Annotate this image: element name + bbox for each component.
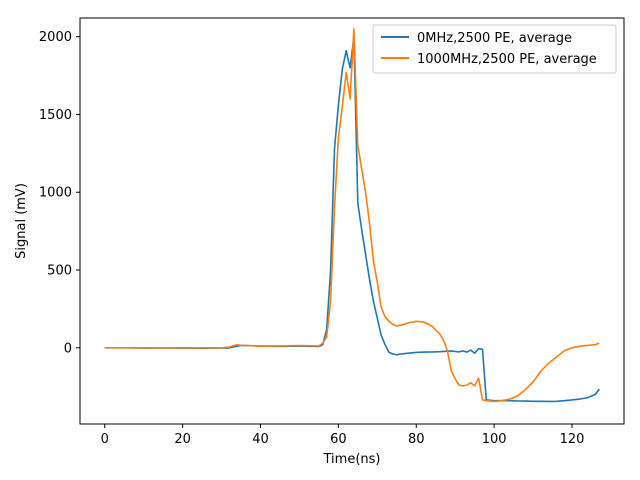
x-axis: 0 20 40 60 80 100 120: [101, 424, 585, 447]
x-tick-label: 120: [560, 432, 585, 447]
plot-area: 0 20 40 60 80 100 120 0 500 1000 1500 2000: [39, 17, 625, 447]
plot-frame: [79, 17, 625, 425]
x-tick-label: 80: [408, 432, 425, 447]
series-line-2: [104, 28, 600, 403]
y-tick-label: 0: [64, 341, 72, 356]
legend-box: [372, 24, 617, 74]
y-axis: 0 500 1000 1500 2000: [39, 30, 80, 356]
legend-label-series-1: 0MHz,2500 PE, average: [417, 31, 572, 46]
y-axis-label: Signal (mV): [14, 183, 29, 259]
x-axis-label: Time(ns): [323, 452, 381, 467]
legend-label-series-2: 1000MHz,2500 PE, average: [417, 52, 597, 67]
y-tick-label: 1500: [39, 108, 72, 123]
x-tick-label: 20: [174, 432, 191, 447]
x-tick-label: 0: [101, 432, 109, 447]
x-tick-label: 40: [252, 432, 269, 447]
series-layer: [104, 28, 600, 403]
x-tick-label: 100: [482, 432, 507, 447]
legend: 0MHz,2500 PE, average 1000MHz,2500 PE, a…: [372, 24, 617, 74]
y-tick-label: 1000: [39, 186, 72, 201]
y-tick-label: 500: [47, 264, 72, 279]
y-tick-label: 2000: [39, 30, 72, 45]
x-tick-label: 60: [330, 432, 347, 447]
